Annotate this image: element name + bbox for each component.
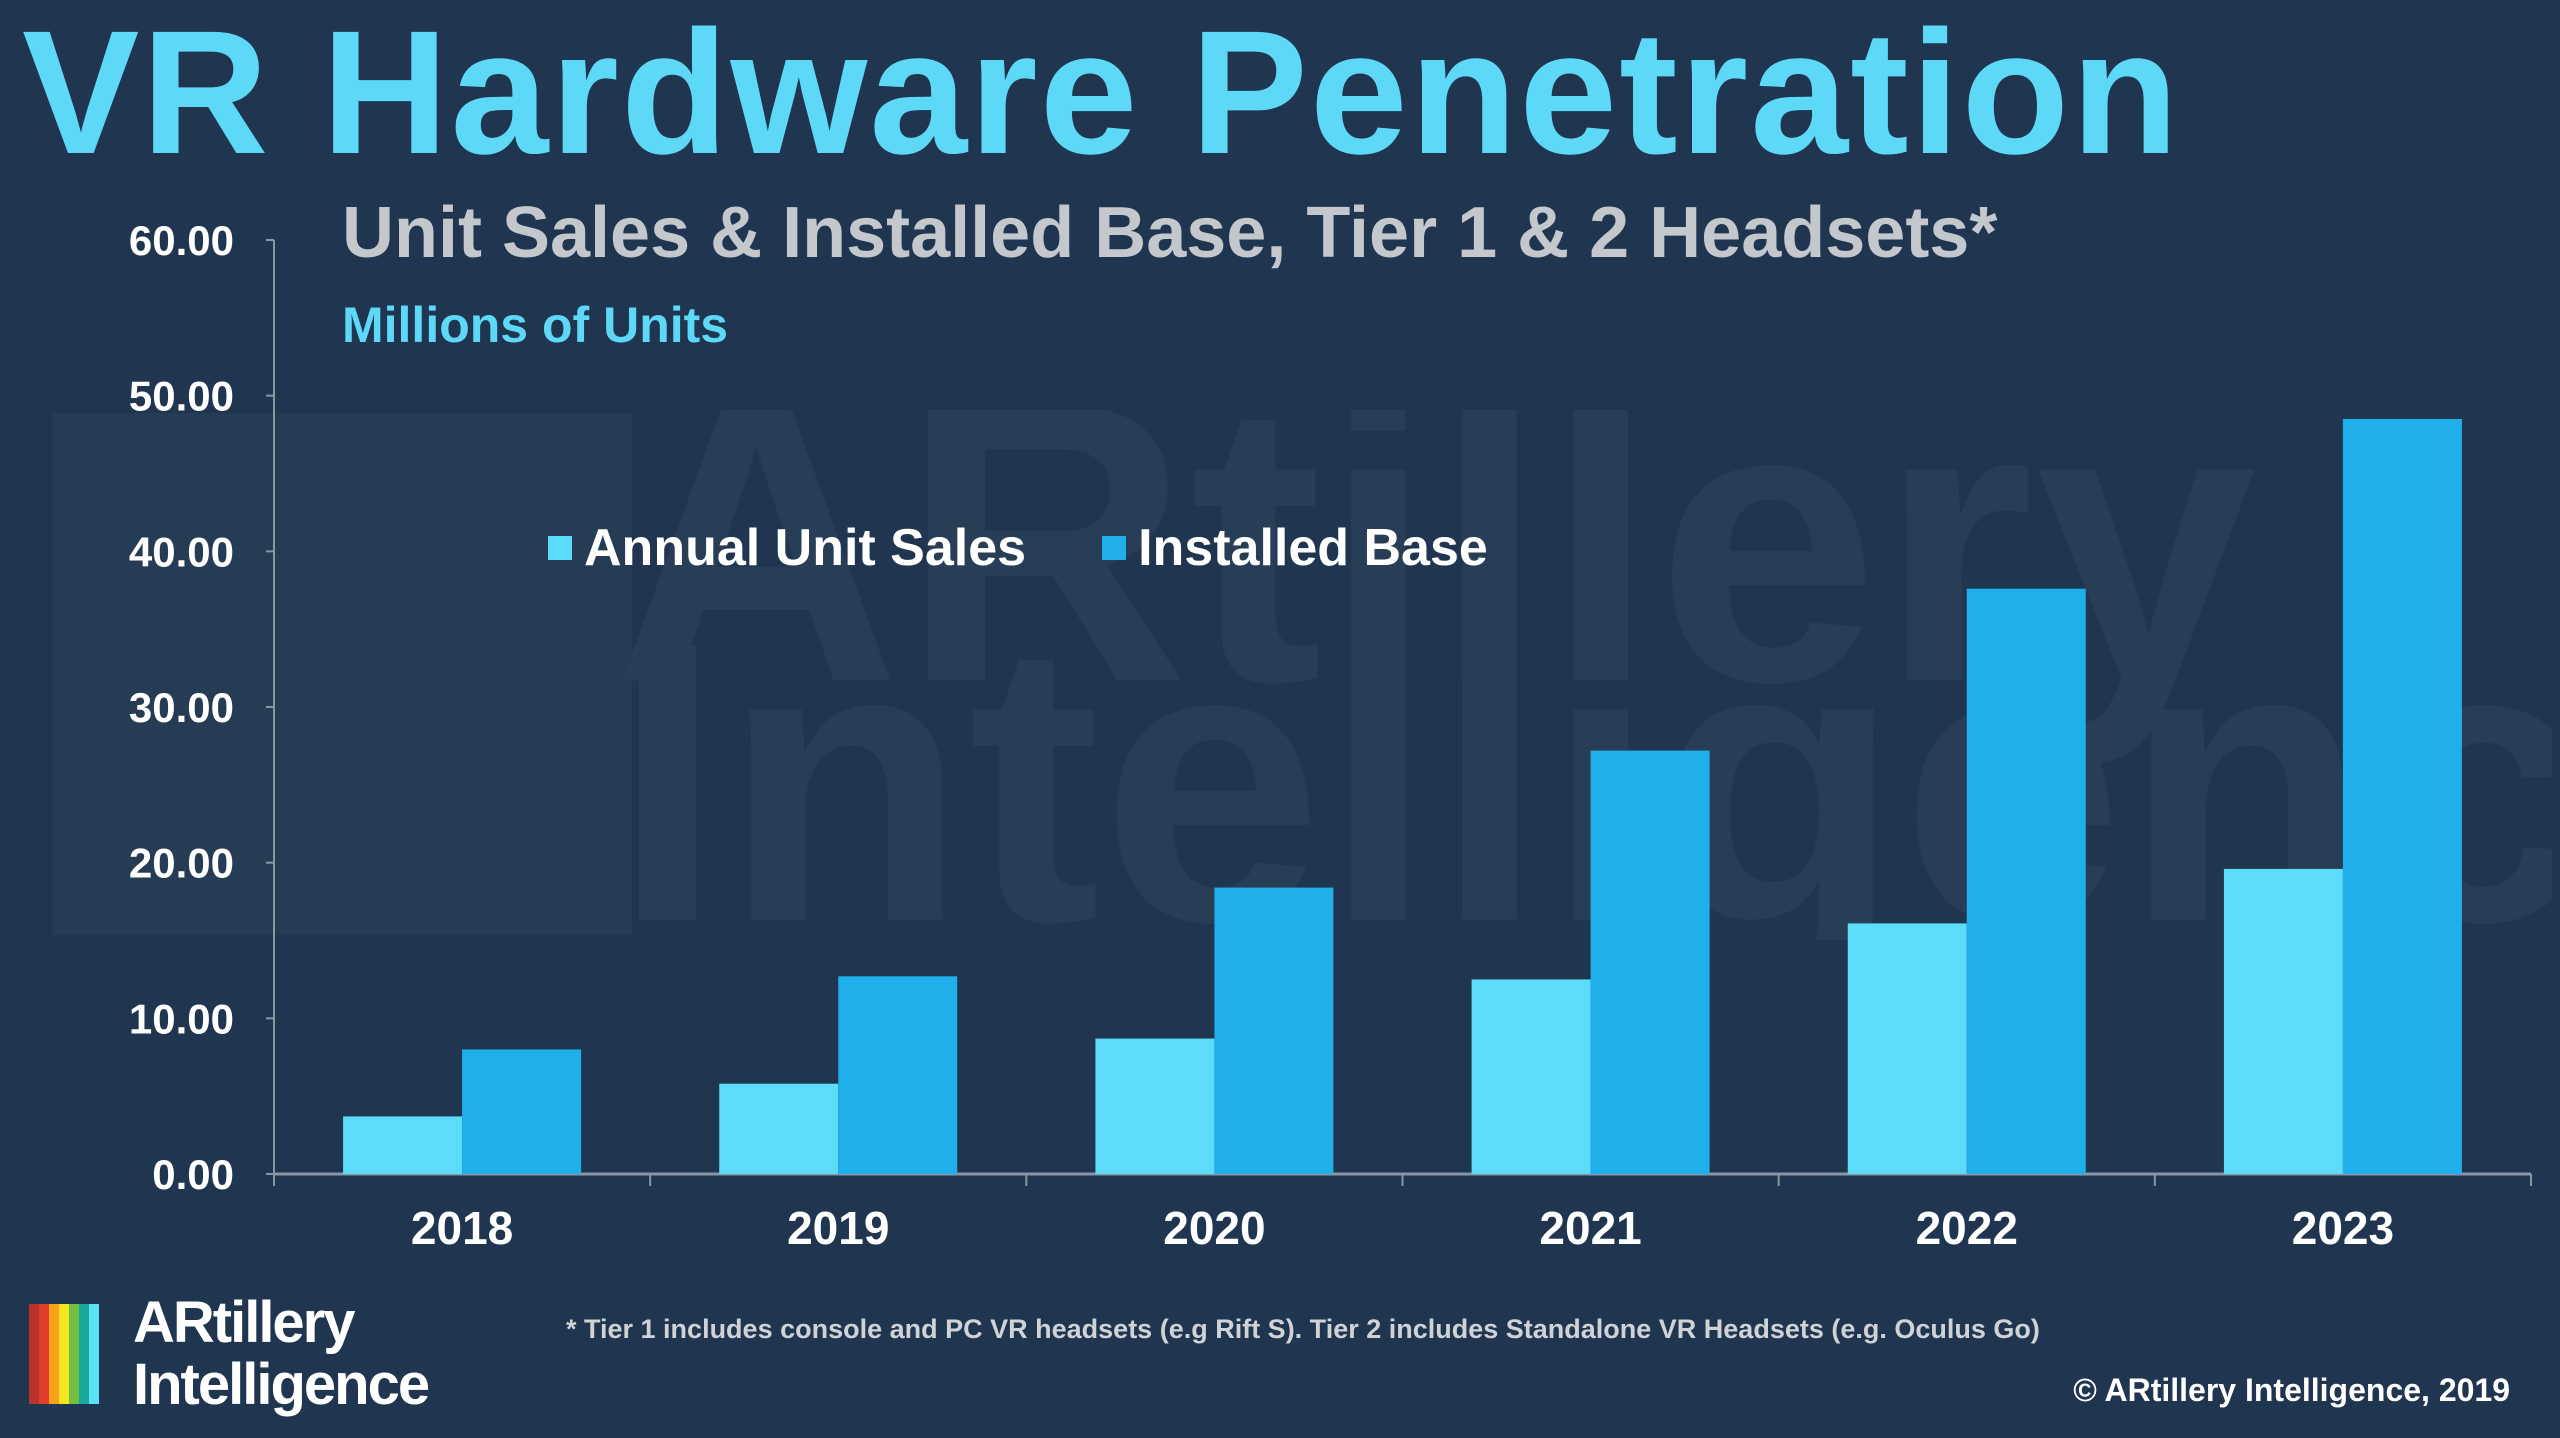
bar-annual-unit-sales-2023 bbox=[2223, 868, 2343, 1174]
logo-stripe bbox=[49, 1304, 59, 1404]
x-tick-label: 2023 bbox=[2292, 1202, 2394, 1254]
footnote: * Tier 1 includes console and PC VR head… bbox=[566, 1314, 2040, 1344]
copyright: © ARtillery Intelligence, 2019 bbox=[2073, 1372, 2510, 1408]
legend-item-installed-base: Installed Base bbox=[1102, 518, 1488, 578]
legend-label: Annual Unit Sales bbox=[584, 519, 1027, 577]
bar-installed-base-2021 bbox=[1590, 750, 1710, 1174]
x-tick-label: 2019 bbox=[787, 1202, 889, 1254]
logo: ARtillery Intelligence bbox=[29, 1294, 519, 1417]
x-tick-label: 2018 bbox=[411, 1202, 513, 1254]
x-tick-label: 2020 bbox=[1163, 1202, 1265, 1254]
logo-text-1: ARtillery bbox=[133, 1290, 356, 1355]
y-tick-label: 50.00 bbox=[129, 373, 234, 420]
bar-annual-unit-sales-2021 bbox=[1471, 979, 1591, 1174]
y-tick-label: 60.00 bbox=[129, 217, 234, 264]
logo-stripe bbox=[59, 1304, 69, 1404]
x-tick-label: 2022 bbox=[1916, 1202, 2018, 1254]
bar-annual-unit-sales-2018 bbox=[343, 1116, 463, 1174]
x-tick-label: 2021 bbox=[1539, 1202, 1641, 1254]
bar-installed-base-2023 bbox=[2342, 419, 2462, 1174]
legend-label: Installed Base bbox=[1138, 519, 1488, 577]
logo-stripe bbox=[39, 1304, 49, 1404]
logo-stripe bbox=[79, 1304, 89, 1404]
bar-installed-base-2020 bbox=[1214, 887, 1334, 1174]
logo-stripe bbox=[29, 1304, 39, 1404]
logo-stripe bbox=[89, 1304, 99, 1404]
chart-subtitle: Unit Sales & Installed Base, Tier 1 & 2 … bbox=[342, 193, 1998, 273]
legend-swatch bbox=[1102, 536, 1127, 560]
bar-annual-unit-sales-2020 bbox=[1095, 1038, 1215, 1174]
units-label: Millions of Units bbox=[342, 297, 729, 353]
y-tick-label: 10.00 bbox=[129, 995, 234, 1042]
y-tick-label: 30.00 bbox=[129, 684, 234, 731]
bar-installed-base-2022 bbox=[1966, 588, 2086, 1174]
bar-installed-base-2018 bbox=[462, 1049, 582, 1174]
logo-stripe bbox=[69, 1304, 79, 1404]
legend-swatch bbox=[548, 536, 572, 560]
y-tick-label: 0.00 bbox=[152, 1151, 234, 1198]
logo-text-2: Intelligence bbox=[133, 1352, 430, 1417]
bar-installed-base-2019 bbox=[838, 976, 958, 1174]
legend: Annual Unit Sales Installed Base bbox=[548, 518, 1564, 578]
y-tick-label: 40.00 bbox=[129, 528, 234, 575]
logo-rainbow-stripes bbox=[29, 1304, 99, 1404]
page-title: VR Hardware Penetration bbox=[22, 0, 2181, 191]
legend-item-annual-unit-sales: Annual Unit Sales bbox=[548, 518, 1026, 578]
bar-annual-unit-sales-2022 bbox=[1847, 923, 1967, 1174]
bar-annual-unit-sales-2019 bbox=[719, 1083, 839, 1174]
y-tick-label: 20.00 bbox=[129, 840, 234, 887]
